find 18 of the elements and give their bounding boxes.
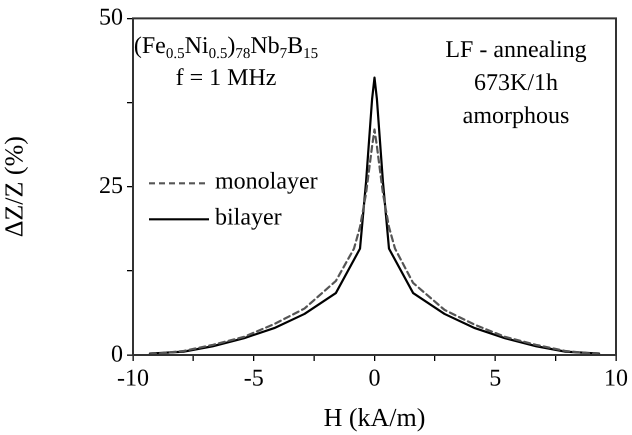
- annotation: 673K/1h: [474, 70, 558, 96]
- text: (Fe$_{0.5}$Ni$_{0.5}$)$_{78}$Nb$_{7}$B$_{15}$: [134, 33, 318, 62]
- y-tick-label: 50: [99, 4, 123, 31]
- y-tick-label: 25: [99, 172, 123, 199]
- y-axis-title: ΔZ/Z (%): [0, 136, 28, 238]
- legend-label: bilayer: [215, 204, 282, 231]
- x-tick-label: 10: [604, 366, 628, 392]
- y-tick-label: 0: [111, 341, 123, 368]
- annotation: f = 1 MHz: [176, 65, 276, 91]
- x-tick-label: -5: [244, 366, 264, 392]
- x-axis-title: H (kA/m): [324, 403, 426, 432]
- x-tick-label: 5: [489, 366, 502, 392]
- x-tick-label: -10: [117, 366, 149, 392]
- legend-label: monolayer: [215, 168, 318, 195]
- x-tick-label: 0: [368, 366, 380, 392]
- annotation: amorphous: [462, 103, 570, 129]
- annotation: LF - annealing: [445, 37, 587, 63]
- line-series: [148, 128, 600, 355]
